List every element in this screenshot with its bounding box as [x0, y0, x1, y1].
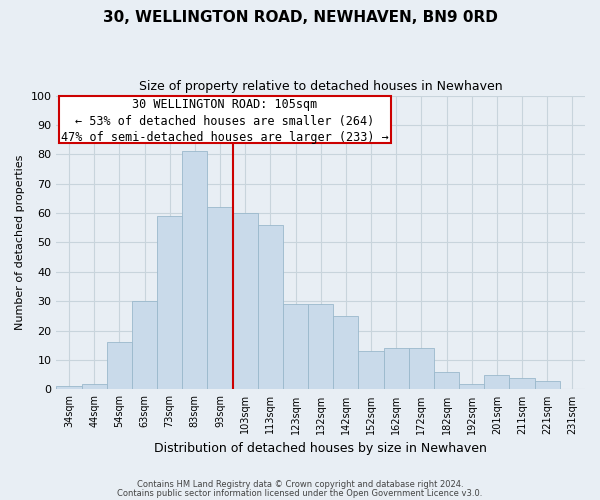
Bar [157, 216, 182, 390]
Bar [132, 302, 157, 390]
Bar [182, 152, 208, 390]
Bar [208, 207, 233, 390]
Text: 47% of semi-detached houses are larger (233) →: 47% of semi-detached houses are larger (… [61, 131, 389, 144]
Bar [56, 386, 82, 390]
Bar [409, 348, 434, 390]
Bar [358, 351, 383, 390]
Bar [383, 348, 409, 390]
Bar [484, 374, 509, 390]
Bar [82, 384, 107, 390]
Y-axis label: Number of detached properties: Number of detached properties [15, 155, 25, 330]
Bar [107, 342, 132, 390]
Text: Contains public sector information licensed under the Open Government Licence v3: Contains public sector information licen… [118, 490, 482, 498]
Bar [535, 380, 560, 390]
Bar [509, 378, 535, 390]
Bar [333, 316, 358, 390]
Title: Size of property relative to detached houses in Newhaven: Size of property relative to detached ho… [139, 80, 503, 93]
Bar [308, 304, 333, 390]
Bar [233, 213, 258, 390]
Text: Contains HM Land Registry data © Crown copyright and database right 2024.: Contains HM Land Registry data © Crown c… [137, 480, 463, 489]
FancyBboxPatch shape [59, 96, 391, 142]
Text: ← 53% of detached houses are smaller (264): ← 53% of detached houses are smaller (26… [76, 114, 374, 128]
X-axis label: Distribution of detached houses by size in Newhaven: Distribution of detached houses by size … [154, 442, 487, 455]
Bar [258, 225, 283, 390]
Text: 30, WELLINGTON ROAD, NEWHAVEN, BN9 0RD: 30, WELLINGTON ROAD, NEWHAVEN, BN9 0RD [103, 10, 497, 25]
Bar [283, 304, 308, 390]
Bar [434, 372, 459, 390]
Bar [459, 384, 484, 390]
Text: 30 WELLINGTON ROAD: 105sqm: 30 WELLINGTON ROAD: 105sqm [133, 98, 317, 112]
